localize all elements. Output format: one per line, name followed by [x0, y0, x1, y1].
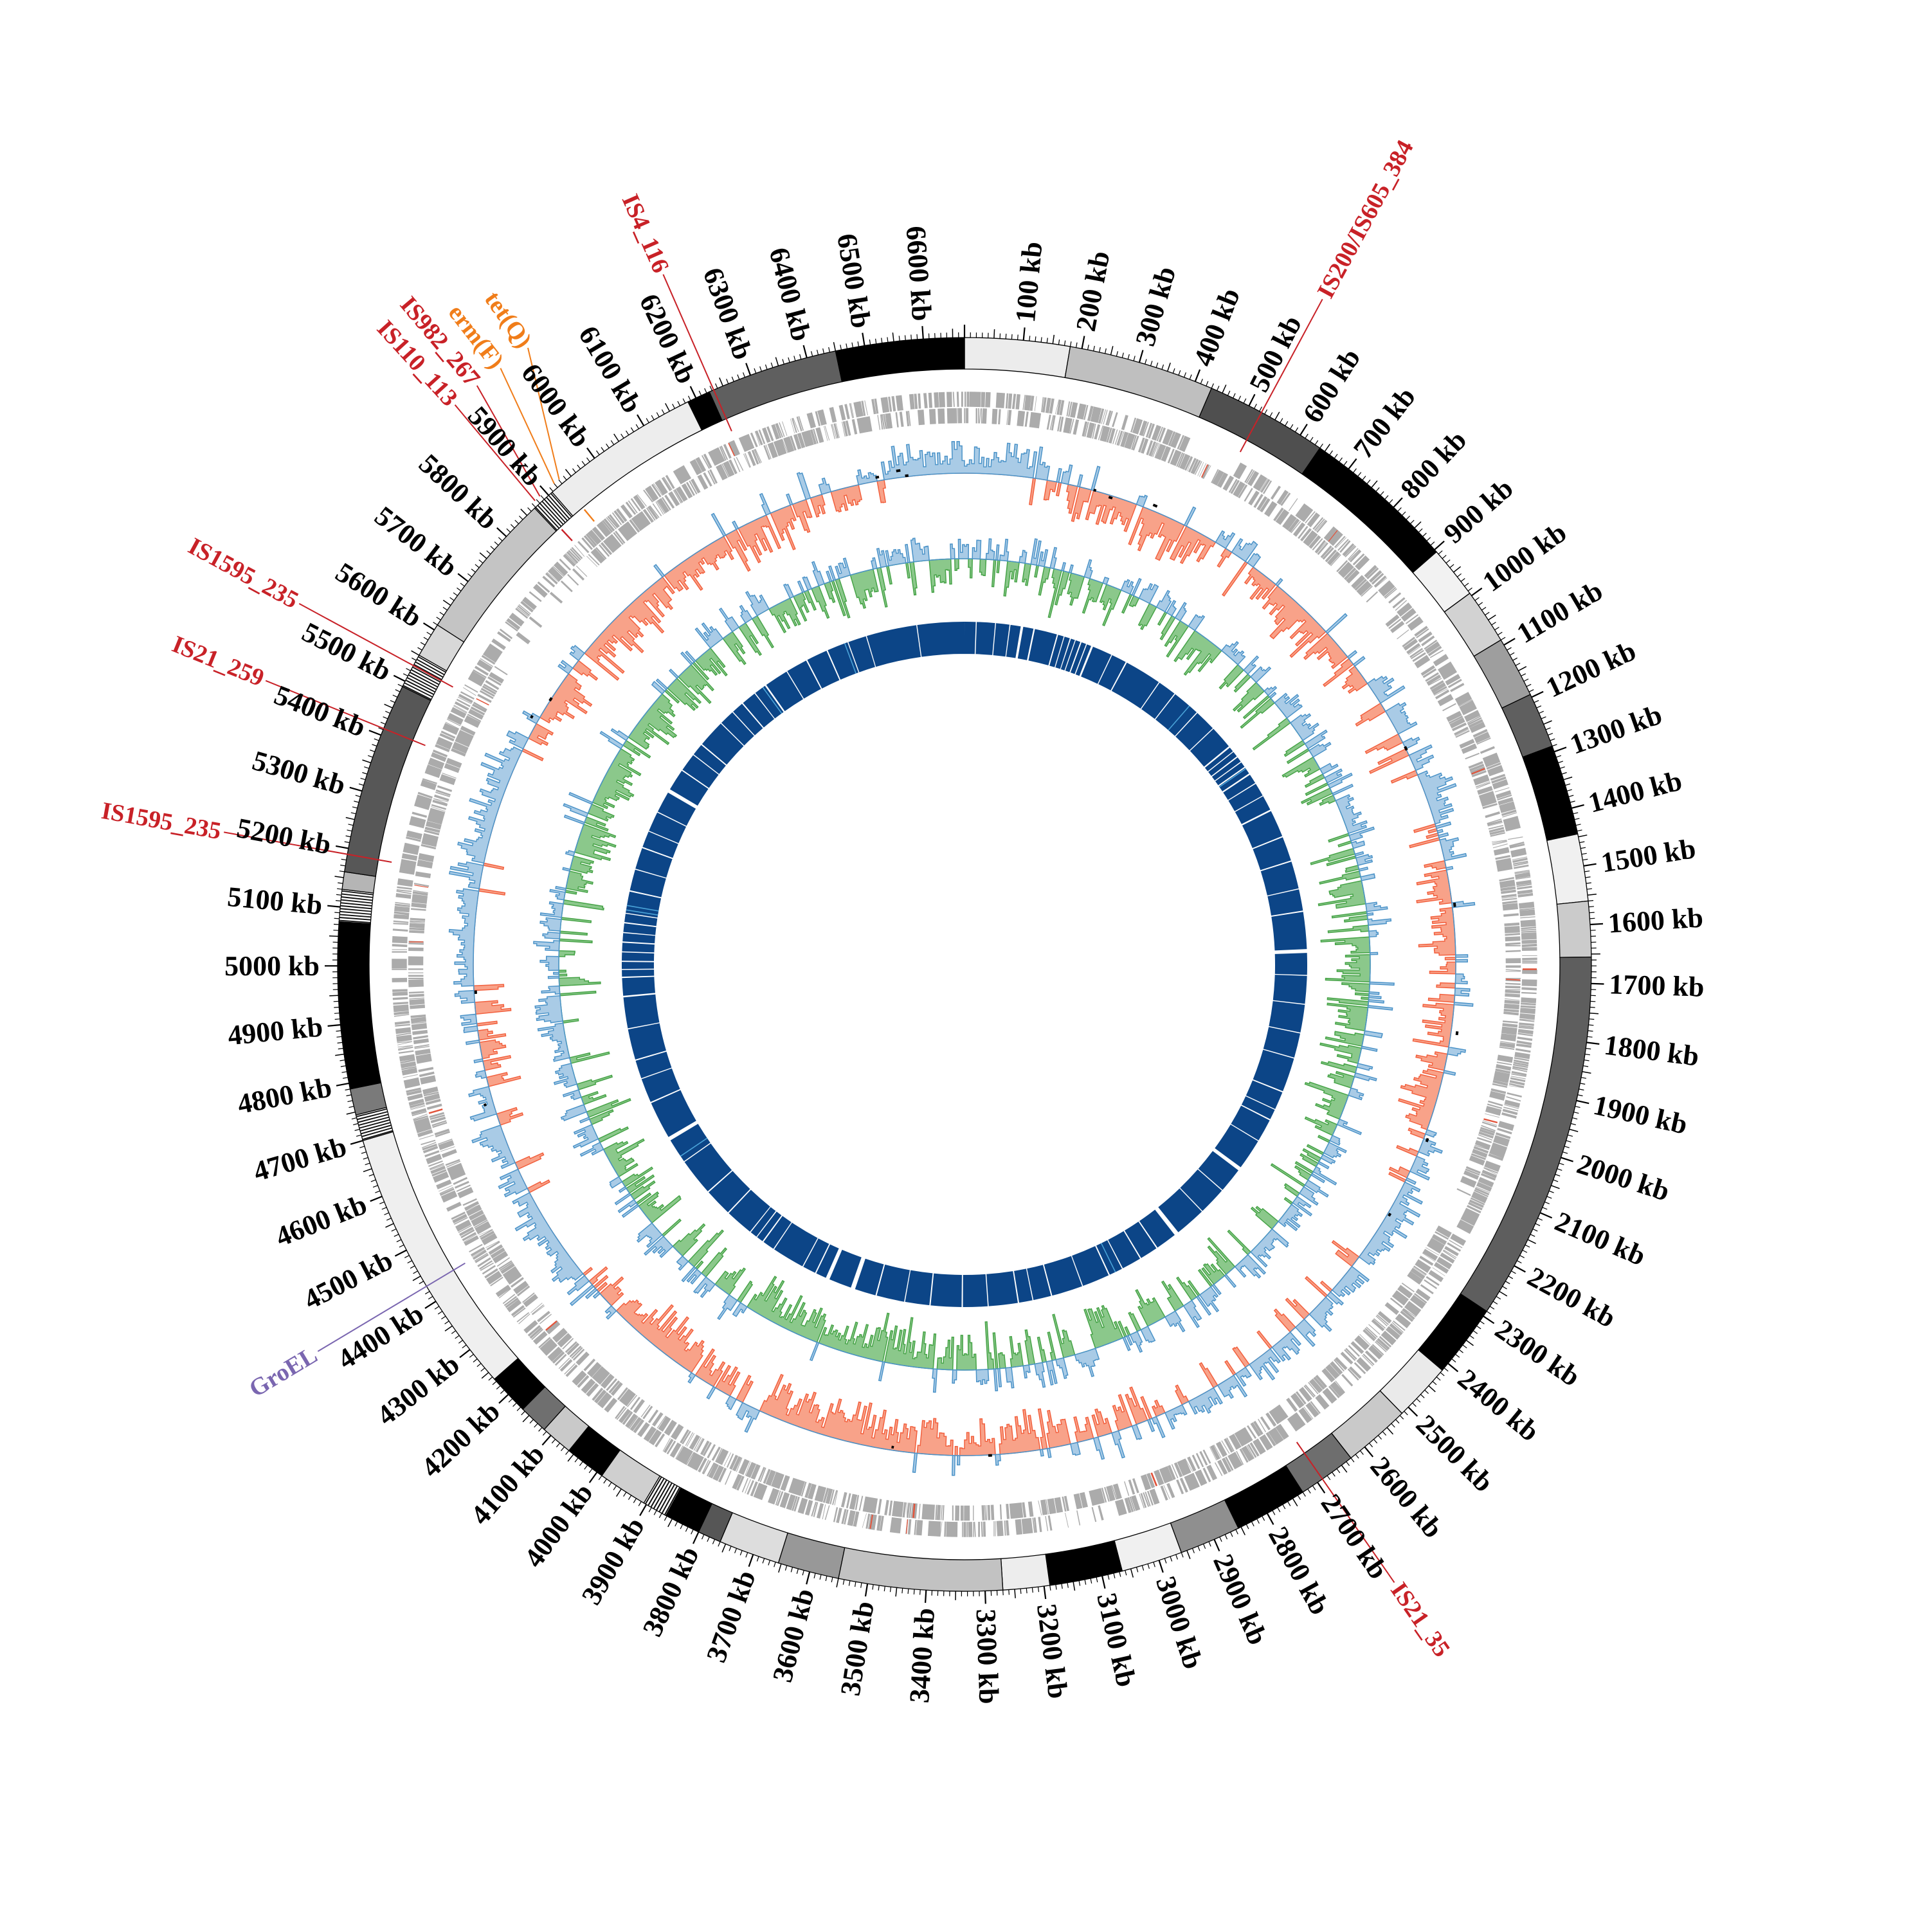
svg-text:5000 kb: 5000 kb	[224, 950, 320, 982]
svg-text:1600 kb: 1600 kb	[1607, 902, 1704, 939]
svg-text:3300 kb: 3300 kb	[970, 1609, 1005, 1704]
svg-text:6600 kb: 6600 kb	[900, 225, 938, 322]
svg-text:1700 kb: 1700 kb	[1609, 968, 1705, 1003]
svg-text:100 kb: 100 kb	[1010, 240, 1049, 324]
svg-text:3400 kb: 3400 kb	[903, 1607, 941, 1704]
